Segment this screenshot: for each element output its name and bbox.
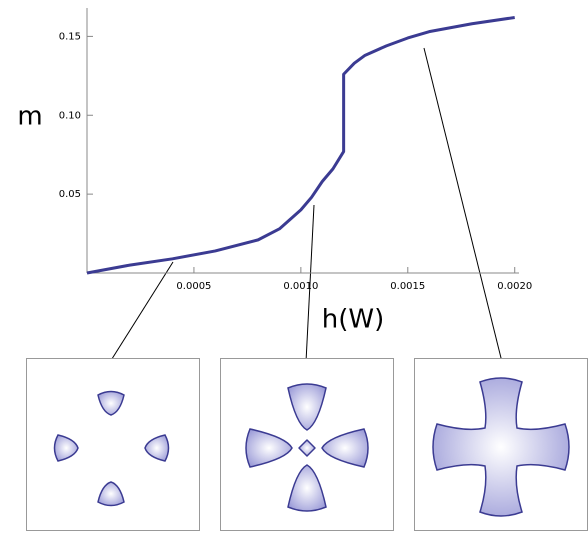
y-tick-label: 0.05 — [59, 189, 81, 200]
y-tick-label: 0.15 — [59, 31, 81, 42]
data-line — [87, 17, 515, 273]
x-tick-label: 0.0015 — [390, 281, 425, 292]
x-axis-label: h(W) — [322, 305, 384, 335]
callout-line — [424, 48, 502, 362]
x-tick-label: 0.0005 — [176, 281, 211, 292]
chart: m h(W) 0.0005 0.0010 0.0015 0.0020 0.05 0.10 0… — [0, 0, 588, 531]
x-tick-label: 0.0010 — [283, 281, 318, 292]
y-tick-label: 0.10 — [59, 110, 81, 121]
x-tick-label: 0.0020 — [497, 281, 532, 292]
insets — [27, 359, 588, 531]
callout-line — [110, 262, 173, 362]
page: {"chart_data": {"type": "line", "x_label… — [0, 0, 588, 531]
y-axis-label: m — [17, 102, 42, 132]
